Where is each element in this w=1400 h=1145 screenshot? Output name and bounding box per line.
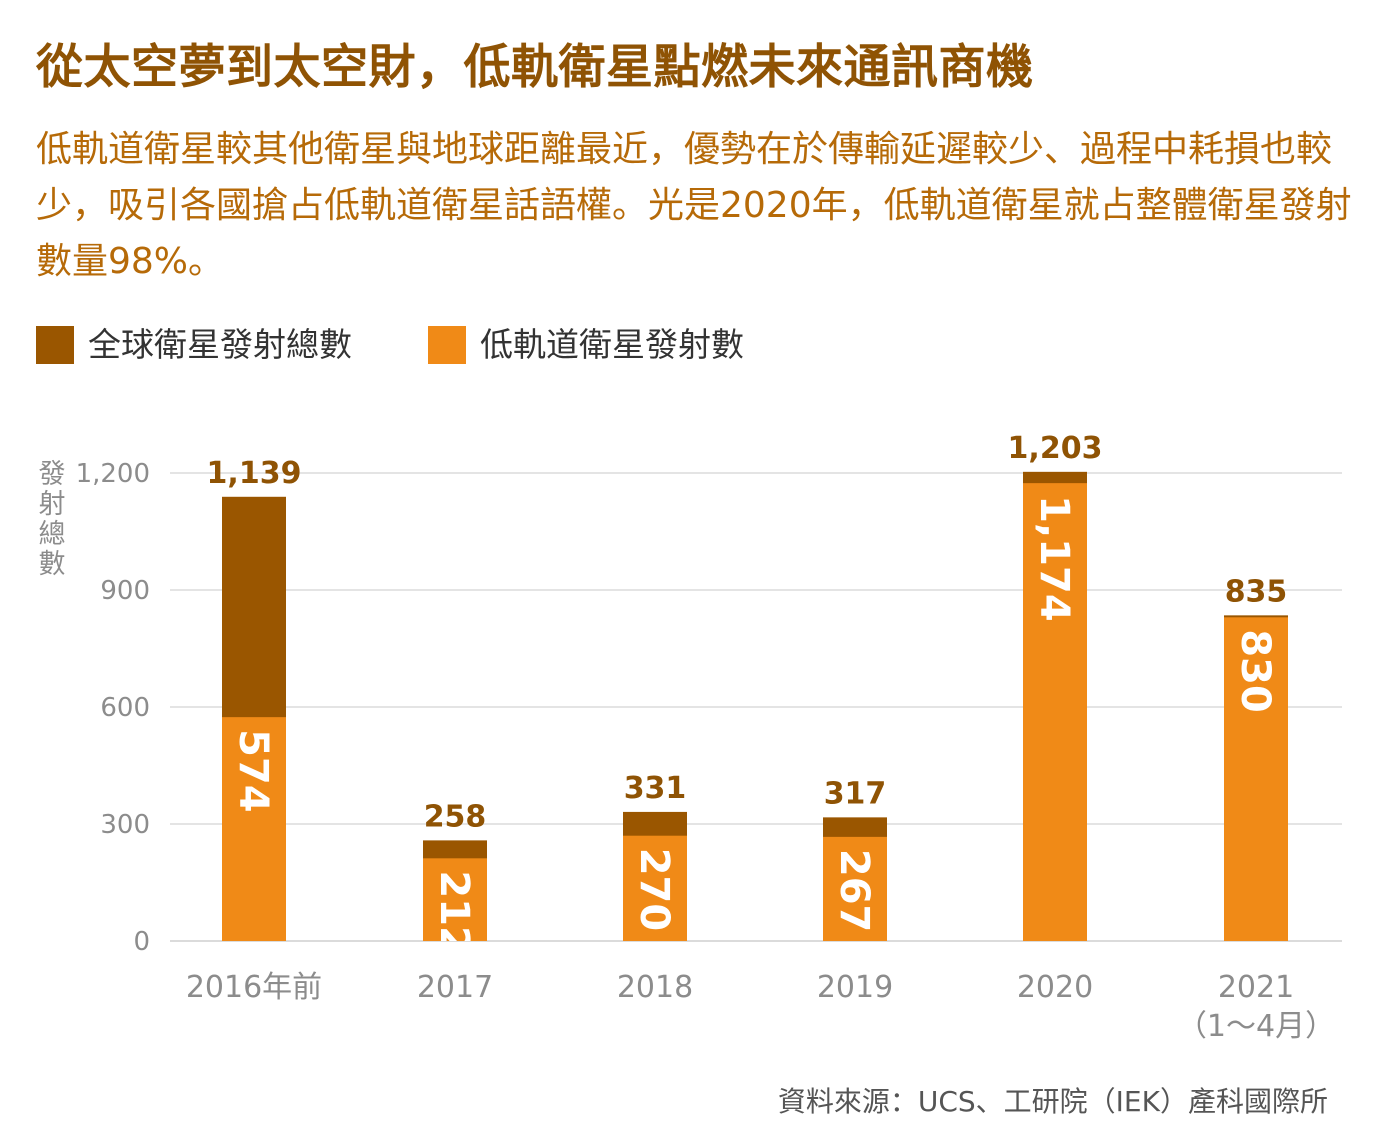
- data-label-total: 317: [824, 776, 887, 811]
- data-label-leo-group: 267: [831, 849, 877, 933]
- x-tick-sublabel: （1～4月）: [1177, 1009, 1335, 1044]
- x-tick-label: 2017: [417, 970, 493, 1005]
- data-label-leo-group: 830: [1232, 629, 1278, 713]
- y-tick-label: 900: [100, 576, 150, 606]
- y-tick-label: 300: [100, 810, 150, 840]
- data-label-leo-group: 270: [631, 848, 677, 932]
- data-label-leo: 830: [1232, 629, 1278, 713]
- bar-leo: [1023, 483, 1087, 941]
- grid-layer: 0 300 600 900 1,200: [76, 459, 1342, 957]
- bar-leo: [222, 717, 286, 941]
- data-label-leo: 212: [431, 870, 477, 954]
- x-tick-label: 2016年前: [186, 970, 322, 1005]
- chart-title: 從太空夢到太空財，低軌衛星點燃未來通訊商機: [36, 40, 1034, 95]
- x-tick-label: 2021: [1218, 970, 1294, 1005]
- y-tick-label: 1,200: [76, 459, 150, 489]
- x-tick-label: 2018: [617, 970, 693, 1005]
- data-label-leo: 267: [831, 849, 877, 933]
- legend-label-total: 全球衛星發射總數: [88, 325, 352, 364]
- bar-leo: [823, 836, 887, 941]
- bar-layer: [222, 471, 1288, 941]
- legend-label-leo: 低軌道衛星發射數: [480, 325, 744, 364]
- x-tick-label: 2019: [817, 970, 893, 1005]
- data-label-total: 835: [1225, 574, 1288, 609]
- data-label-leo-group: 212: [431, 870, 477, 954]
- source-note: 資料來源：UCS、工研院（IEK）產科國際所: [777, 1085, 1328, 1118]
- data-label-leo: 1,174: [1031, 495, 1077, 622]
- data-label-total: 331: [624, 771, 687, 806]
- data-label-leo-group: 1,174: [1031, 495, 1077, 622]
- chart-subtitle: 低軌道衛星較其他衛星與地球距離最近，優勢在於傳輸延遲較少、過程中耗損也較少，吸引…: [36, 129, 1352, 282]
- data-label-total: 258: [424, 799, 487, 834]
- y-axis-label: 發射總數: [38, 459, 66, 580]
- data-label-leo: 574: [230, 729, 276, 813]
- legend-swatch-total: [36, 326, 74, 364]
- data-label-leo-group: 574: [230, 729, 276, 813]
- y-tick-label: 0: [133, 927, 150, 957]
- bar-leo: [623, 835, 687, 941]
- bar-leo: [423, 858, 487, 941]
- y-tick-label: 600: [100, 693, 150, 723]
- x-tick-label: 2020: [1017, 970, 1093, 1005]
- data-label-total: 1,139: [207, 456, 302, 491]
- data-label-total: 1,203: [1008, 431, 1103, 466]
- bar-leo: [1224, 617, 1288, 941]
- label-layer: 1,139 574 2016年前 258 212 2017 331 270 2018 317 267…: [186, 431, 1335, 1044]
- data-label-leo: 270: [631, 848, 677, 932]
- legend-swatch-leo: [428, 326, 466, 364]
